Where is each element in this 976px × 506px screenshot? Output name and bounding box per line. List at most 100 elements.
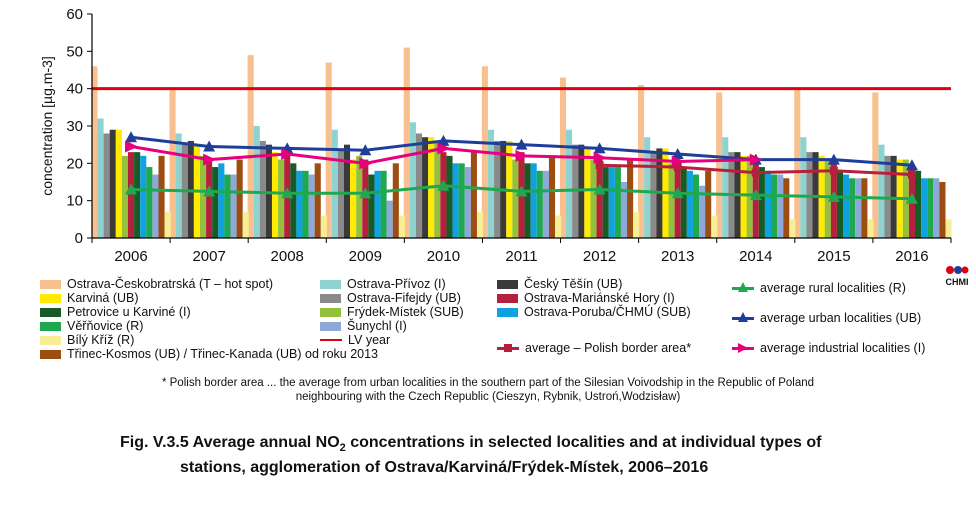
- y-axis-title: concentration [µg.m-3]: [39, 56, 55, 196]
- x-tick-label: 2013: [661, 248, 694, 265]
- series-marker: [359, 144, 372, 156]
- legend-swatch: [40, 293, 61, 303]
- legend-label: average – Polish border area*: [525, 341, 692, 355]
- legend-item-urban-avg: average urban localities (UB): [732, 311, 921, 325]
- series-marker: [671, 155, 685, 168]
- series-marker: [827, 190, 840, 202]
- bar: [158, 155, 165, 238]
- bar: [380, 170, 387, 238]
- bar: [783, 178, 790, 238]
- bar: [861, 178, 868, 238]
- legend-line-symbol: [497, 342, 519, 354]
- legend-item-karvina: Karviná (UB): [40, 291, 139, 305]
- x-tick-label: 2015: [817, 248, 850, 265]
- legend-item-lv-year: LV year: [320, 333, 390, 347]
- bar: [350, 159, 357, 238]
- bar: [386, 200, 393, 238]
- bar: [302, 170, 309, 238]
- bar: [121, 155, 128, 238]
- bar: [314, 163, 321, 238]
- chmi-logo-text: CHMI: [945, 277, 969, 287]
- bar: [789, 219, 796, 238]
- footnote-line-1: * Polish border area ... the average fro…: [161, 377, 815, 389]
- x-tick-label: 2007: [192, 248, 225, 265]
- legend-item-rural-avg: average rural localities (R): [732, 281, 906, 295]
- series-marker: [515, 149, 529, 162]
- legend-swatch: [40, 321, 61, 331]
- bar: [152, 174, 159, 238]
- series-marker: [827, 153, 840, 165]
- bar: [536, 170, 543, 238]
- legend-label: Ostrava-Přívoz (I): [347, 277, 446, 291]
- legend-item-poruba: Ostrava-Poruba/ČHMÚ (SUB): [497, 305, 691, 319]
- bar: [146, 167, 153, 238]
- series-marker: [125, 131, 138, 143]
- bar: [746, 155, 753, 238]
- legend-label: Věřňovice (R): [67, 319, 144, 333]
- bar: [614, 167, 621, 238]
- bar: [945, 219, 952, 238]
- bar: [705, 170, 712, 238]
- x-tick-label: 2006: [114, 248, 147, 265]
- series-marker: [281, 148, 295, 160]
- x-tick-label: 2014: [739, 248, 772, 265]
- bar: [644, 137, 651, 238]
- bar: [206, 159, 213, 238]
- legend-swatch: [497, 307, 518, 317]
- series-marker: [437, 142, 451, 155]
- bar: [271, 152, 279, 238]
- bar: [320, 215, 327, 238]
- legend-item-fifejdy: Ostrava-Fifejdy (UB): [320, 291, 461, 305]
- chmi-logo-mark: [946, 266, 969, 274]
- series-marker: [359, 187, 372, 199]
- legend-swatch: [320, 293, 341, 303]
- series-marker: [593, 142, 606, 154]
- bar: [638, 84, 645, 238]
- y-tick-label: 30: [66, 118, 83, 135]
- legend-item-verinovice: Věřňovice (R): [40, 319, 143, 333]
- legend-item-hotspot: Ostrava-Českobratrská (T – hot spot): [40, 277, 273, 291]
- bar: [566, 129, 573, 238]
- x-tick-label: 2009: [349, 248, 382, 265]
- bar: [169, 88, 176, 239]
- series-marker: [593, 183, 606, 195]
- caption-subscript: 2: [339, 442, 346, 455]
- legend-label: Třinec-Kosmos (UB) / Třinec-Kanada (UB) …: [67, 347, 378, 361]
- legend-swatch: [40, 349, 61, 359]
- legend-item-petrovice: Petrovice u Karviné (I): [40, 305, 191, 319]
- bar: [224, 174, 231, 238]
- legend-item-industrial-avg: average industrial localities (I): [732, 341, 925, 355]
- series-marker: [671, 187, 684, 199]
- bar: [939, 182, 946, 238]
- bar: [548, 155, 556, 238]
- bar: [530, 163, 537, 238]
- legend-item-polish-avg: average – Polish border area*: [497, 341, 691, 355]
- bar: [855, 178, 862, 238]
- bar: [115, 129, 122, 238]
- bar: [487, 129, 495, 238]
- series-marker: [437, 179, 450, 191]
- legend-label: Karviná (UB): [67, 291, 139, 305]
- bar: [633, 211, 640, 238]
- bar: [722, 137, 729, 238]
- legend-line-symbol: [732, 282, 754, 294]
- legend-item-marianske-hory: Ostrava-Mariánské Hory (I): [497, 291, 675, 305]
- caption-prefix: Fig. V.3.5 Average annual NO: [120, 434, 340, 451]
- legend-label: Ostrava-Fifejdy (UB): [347, 291, 461, 305]
- legend-item-frydek: Frýdek-Místek (SUB): [320, 305, 464, 319]
- series-marker: [905, 192, 918, 204]
- bar: [584, 148, 591, 238]
- bar: [259, 140, 266, 238]
- legend-line-symbol: [320, 334, 342, 346]
- legend-label: Ostrava-Českobratrská (T – hot spot): [67, 277, 274, 291]
- legend-line-symbol: [732, 342, 754, 354]
- bar: [686, 170, 693, 238]
- bar: [464, 167, 471, 238]
- series-marker: [751, 168, 760, 177]
- bar: [843, 174, 850, 238]
- bar: [434, 140, 441, 238]
- bar: [542, 170, 549, 238]
- series-marker: [203, 153, 217, 166]
- bar: [103, 133, 110, 238]
- bar: [824, 159, 831, 238]
